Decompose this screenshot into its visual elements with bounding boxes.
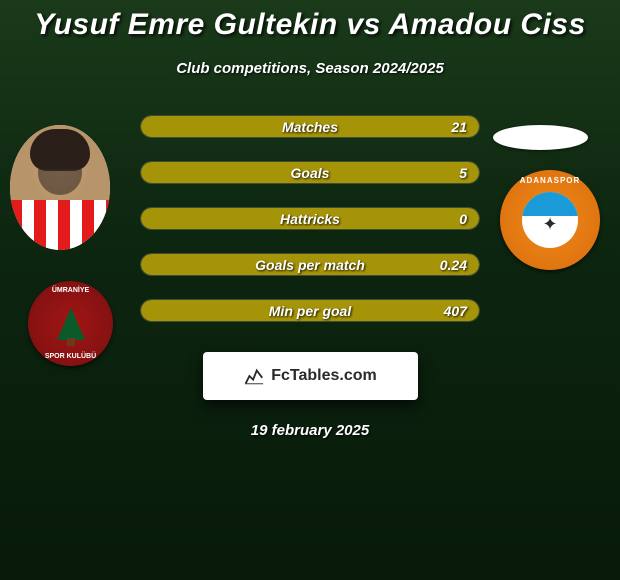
stat-label: Min per goal [269, 303, 351, 319]
stat-label: Goals per match [255, 257, 365, 273]
site-name: FcTables.com [271, 367, 377, 385]
stat-label: Goals [291, 165, 330, 181]
stat-value: 21 [451, 119, 467, 135]
stat-bar-min-per-goal: Min per goal 407 [140, 299, 480, 322]
page-title: Yusuf Emre Gultekin vs Amadou Ciss [0, 8, 620, 42]
player-photo-left [10, 125, 110, 250]
stat-bar-goals: Goals 5 [140, 161, 480, 184]
flag-badge-right [493, 125, 588, 150]
stat-bar-goals-per-match: Goals per match 0.24 [140, 253, 480, 276]
stat-bar-hattricks: Hattricks 0 [140, 207, 480, 230]
tree-icon [57, 308, 85, 340]
club-left-name-bottom: SPOR KULÜBÜ [28, 353, 113, 360]
date-text: 19 february 2025 [0, 422, 620, 439]
stat-value: 0.24 [440, 257, 467, 273]
club-badge-right: ADANASPOR ✦ [500, 170, 600, 270]
stat-bar-matches: Matches 21 [140, 115, 480, 138]
player-jersey [10, 200, 110, 250]
infographic: Yusuf Emre Gultekin vs Amadou Ciss Club … [0, 0, 620, 580]
site-badge[interactable]: FcTables.com [203, 352, 418, 400]
club-left-name-top: ÜMRANİYE [28, 287, 113, 294]
club-badge-left: ÜMRANİYE SPOR KULÜBÜ [28, 281, 113, 366]
stat-value: 407 [444, 303, 467, 319]
stat-value: 0 [459, 211, 467, 227]
bird-icon: ✦ [542, 214, 557, 235]
stat-label: Hattricks [280, 211, 340, 227]
stat-label: Matches [282, 119, 338, 135]
club-right-inner: ✦ [522, 192, 578, 248]
subtitle: Club competitions, Season 2024/2025 [0, 60, 620, 77]
stat-value: 5 [459, 165, 467, 181]
club-right-name: ADANASPOR [520, 176, 581, 185]
player-hair [30, 129, 90, 171]
chart-icon [243, 365, 265, 387]
